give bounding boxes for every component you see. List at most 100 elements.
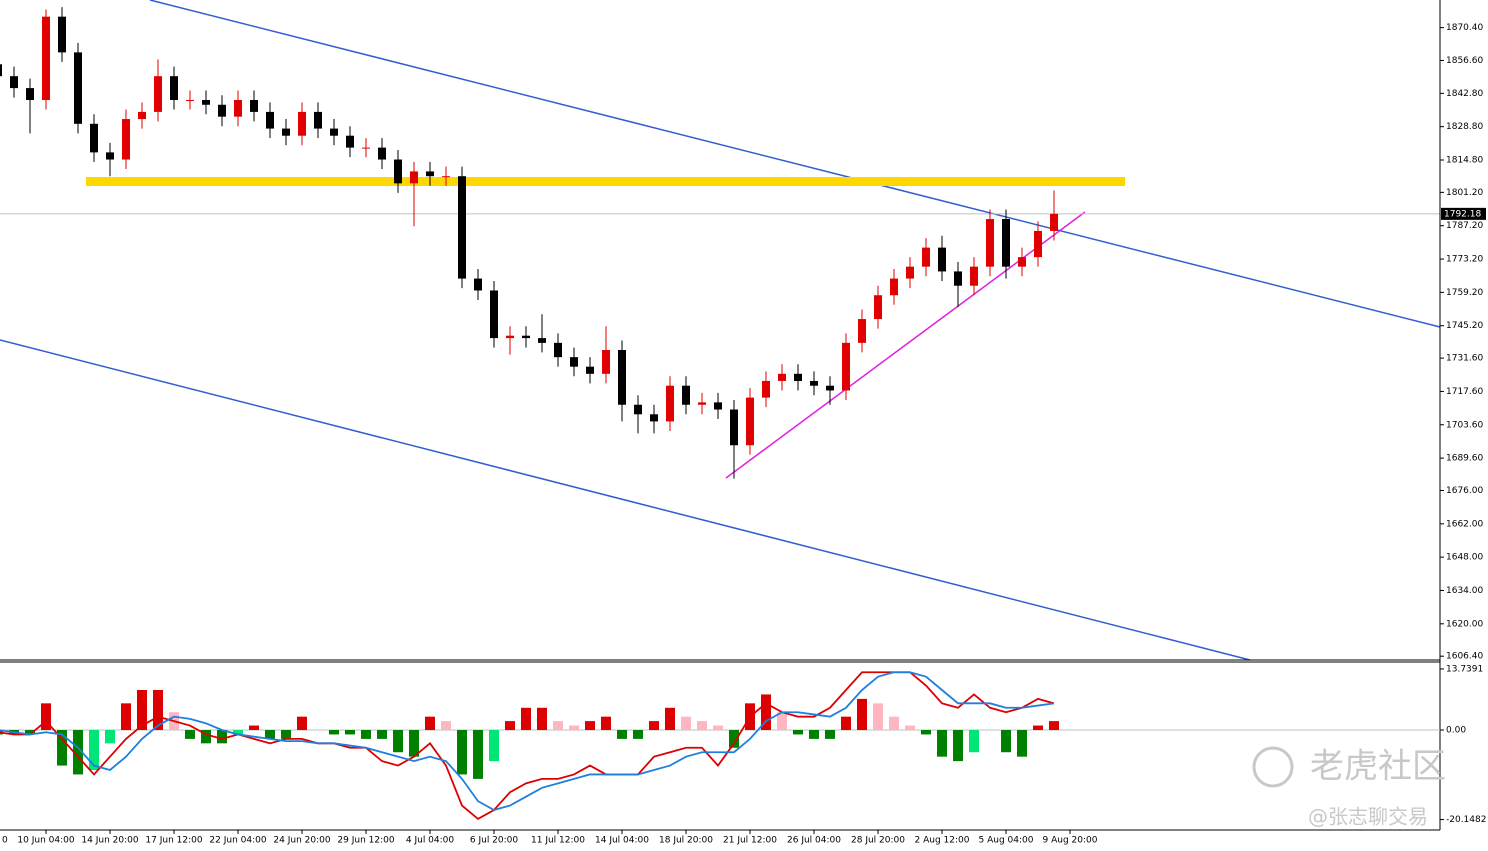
candle-body bbox=[298, 111, 306, 136]
candle-body bbox=[794, 373, 802, 381]
histogram-bar bbox=[1017, 730, 1027, 757]
histogram-bar bbox=[105, 730, 115, 744]
candle-body bbox=[490, 290, 498, 339]
candle-body bbox=[314, 111, 322, 129]
candle-body bbox=[874, 295, 882, 320]
candle-body bbox=[1050, 213, 1058, 231]
candle-body bbox=[682, 385, 690, 405]
x-tick-label: 21 Jul 12:00 bbox=[723, 836, 777, 846]
candle-body bbox=[634, 404, 642, 415]
histogram-bar bbox=[393, 730, 403, 753]
y-tick-label: 1842.80 bbox=[1446, 89, 1483, 99]
histogram-bar bbox=[281, 730, 291, 739]
histogram-bar bbox=[777, 712, 787, 730]
last-price-label: 1792.18 bbox=[1444, 209, 1481, 219]
x-tick-label: 14 Jun 20:00 bbox=[81, 836, 138, 846]
candle-body bbox=[26, 88, 34, 100]
candle-body bbox=[122, 119, 130, 160]
candle-body bbox=[890, 278, 898, 296]
candle-body bbox=[522, 335, 530, 339]
candle-body bbox=[538, 338, 546, 343]
histogram-bar bbox=[265, 730, 275, 739]
histogram-bar bbox=[889, 716, 899, 730]
x-tick-label: 28 Jul 20:00 bbox=[851, 836, 905, 846]
macd-line bbox=[0, 671, 1055, 820]
watermark-handle: @张志聊交易 bbox=[1308, 805, 1428, 829]
y-tick-label: 1745.20 bbox=[1446, 321, 1483, 331]
candle-body bbox=[234, 100, 242, 117]
histogram-bar bbox=[297, 716, 307, 730]
histogram-bar bbox=[617, 730, 627, 739]
histogram-bar bbox=[409, 730, 419, 757]
x-tick-label: 6 Jul 20:00 bbox=[470, 836, 519, 846]
candle-body bbox=[618, 350, 626, 405]
candle-body bbox=[954, 271, 962, 286]
histogram-bar bbox=[937, 730, 947, 757]
histogram-bar bbox=[969, 730, 979, 753]
candle-body bbox=[906, 266, 914, 279]
histogram-bar bbox=[89, 730, 99, 770]
x-tick-label: 18 Jul 20:00 bbox=[659, 836, 713, 846]
candle-body bbox=[554, 342, 562, 358]
candle-body bbox=[186, 100, 194, 101]
candle-body bbox=[650, 414, 658, 422]
candle-body bbox=[746, 397, 754, 446]
candle-body bbox=[362, 147, 370, 149]
candle-body bbox=[1018, 257, 1026, 267]
histogram-bar bbox=[361, 730, 371, 739]
x-tick-label: 17 Jun 12:00 bbox=[145, 836, 202, 846]
x-tick-label: 10 Jun 04:00 bbox=[17, 836, 74, 846]
histogram-bar bbox=[249, 725, 259, 730]
histogram-bar bbox=[1001, 730, 1011, 753]
histogram-bar bbox=[329, 730, 339, 735]
histogram-bar bbox=[457, 730, 467, 775]
x-tick-label: 4 Jul 04:00 bbox=[406, 836, 455, 846]
histogram-bar bbox=[633, 730, 643, 739]
channel-lower bbox=[0, 339, 1251, 661]
candle-body bbox=[570, 357, 578, 367]
candle-body bbox=[378, 147, 386, 160]
candle-body bbox=[410, 171, 418, 184]
histogram-bar bbox=[489, 730, 499, 762]
candle-body bbox=[58, 16, 66, 53]
candle-body bbox=[0, 64, 2, 77]
candle-body bbox=[810, 380, 818, 386]
watermark: 老虎社区 @张志聊交易 bbox=[1252, 746, 1446, 829]
candle-body bbox=[282, 128, 290, 136]
candle-body bbox=[1034, 230, 1042, 258]
x-tick-label: 11 Jul 12:00 bbox=[531, 836, 585, 846]
histogram-bar bbox=[857, 698, 867, 730]
histogram-bar bbox=[377, 730, 387, 739]
candle-body bbox=[330, 128, 338, 136]
candle-body bbox=[762, 380, 770, 398]
candle-body bbox=[602, 350, 610, 374]
candle-body bbox=[986, 219, 994, 267]
histogram-bar bbox=[473, 730, 483, 779]
candle-body bbox=[106, 152, 114, 160]
candle-body bbox=[170, 76, 178, 100]
candle-body bbox=[922, 247, 930, 267]
y-tick-label: 1801.20 bbox=[1446, 188, 1483, 198]
histogram-bar bbox=[729, 730, 739, 748]
histogram-bar bbox=[521, 707, 531, 730]
candle-body bbox=[474, 278, 482, 291]
candle-body bbox=[346, 135, 354, 148]
candle-body bbox=[858, 319, 866, 343]
watermark-logo bbox=[1252, 746, 1294, 788]
y-tick-label: 1648.00 bbox=[1446, 553, 1483, 563]
histogram-bar bbox=[185, 730, 195, 739]
histogram-bar bbox=[601, 716, 611, 730]
histogram-bar bbox=[905, 725, 915, 730]
candle-body bbox=[426, 171, 434, 177]
candle-body bbox=[938, 247, 946, 272]
histogram-bar bbox=[681, 716, 691, 730]
histogram-bar bbox=[921, 730, 931, 735]
y-tick-label: 1787.20 bbox=[1446, 221, 1483, 231]
candle-body bbox=[202, 100, 210, 105]
y-tick-label: 1870.40 bbox=[1446, 23, 1483, 33]
x-tick-label: 2 Aug 12:00 bbox=[915, 836, 970, 846]
histogram-bar bbox=[441, 721, 451, 730]
histogram-bar bbox=[953, 730, 963, 762]
